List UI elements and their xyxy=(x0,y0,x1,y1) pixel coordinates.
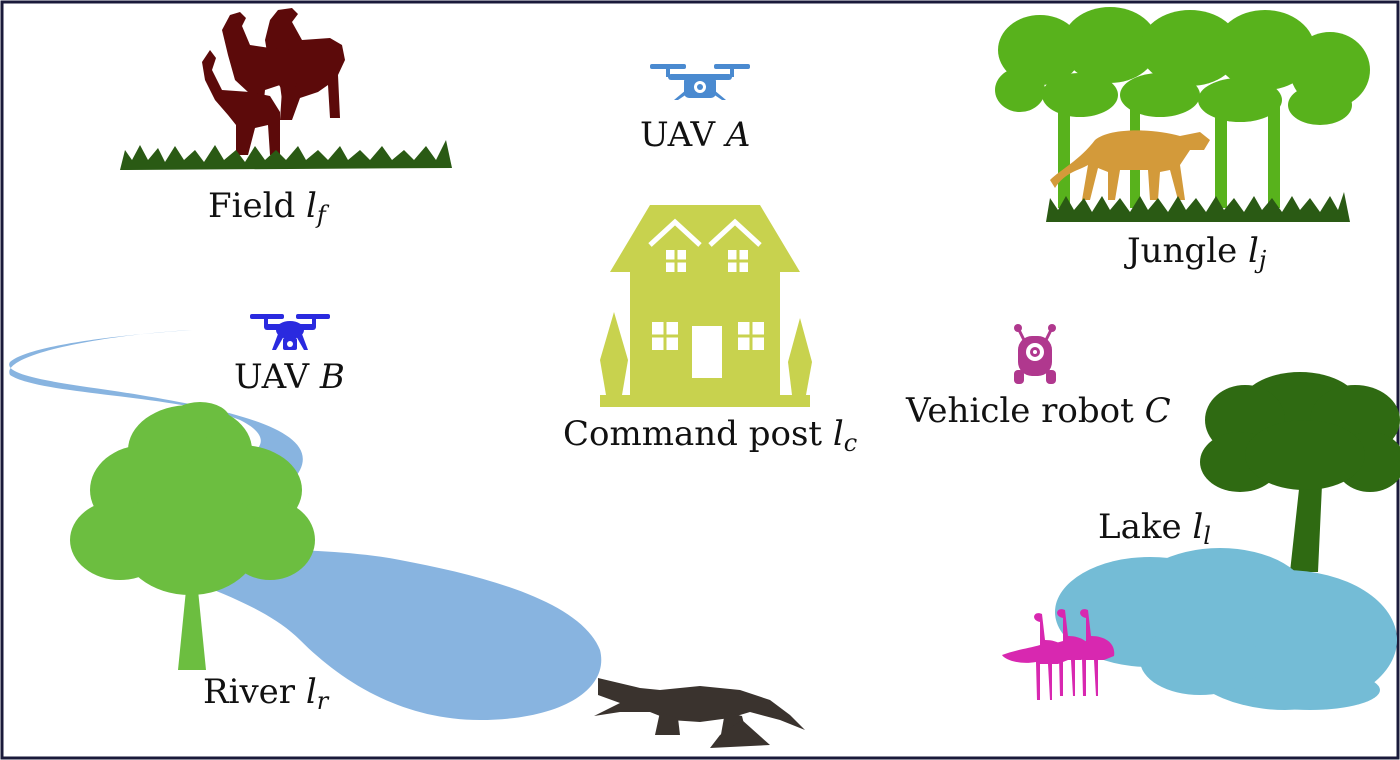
jungle-icon xyxy=(995,7,1370,208)
lake-icon xyxy=(1055,548,1397,710)
label-field: Field lf xyxy=(208,186,326,229)
field-grass-icon xyxy=(120,140,452,170)
label-vehicle-robot: Vehicle robot C xyxy=(906,391,1171,431)
label-uav-a: UAV A xyxy=(640,115,751,155)
label-jungle: Jungle lj xyxy=(1127,231,1267,274)
deer-icon xyxy=(202,8,345,155)
label-lake: Lake ll xyxy=(1098,507,1211,550)
flamingo-icon xyxy=(1002,609,1115,700)
lake-tree-icon xyxy=(1200,372,1400,572)
river-icon xyxy=(9,330,602,720)
uav-a-icon xyxy=(650,64,750,100)
cheetah-icon xyxy=(1050,130,1210,200)
uav-b-icon xyxy=(250,314,330,350)
label-uav-b: UAV B xyxy=(234,357,345,397)
jungle-grass-icon xyxy=(1046,192,1350,222)
crocodile-icon xyxy=(594,678,805,748)
label-command-post: Command post lc xyxy=(563,414,858,457)
robot-icon xyxy=(1014,324,1056,384)
tree-icon xyxy=(70,402,315,670)
house-window-frames xyxy=(652,250,764,350)
house-icon xyxy=(600,205,812,407)
label-river: River lr xyxy=(203,672,329,715)
